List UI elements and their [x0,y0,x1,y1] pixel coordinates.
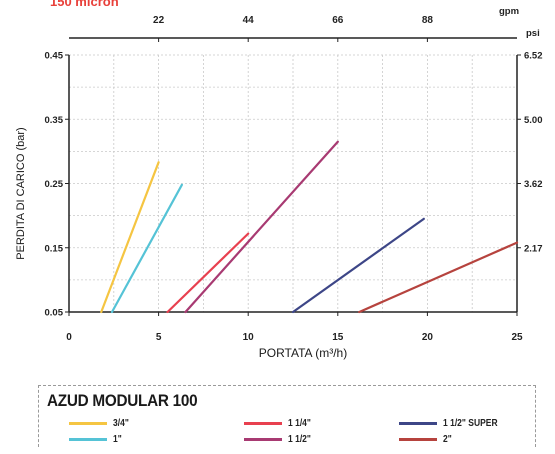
legend-swatch [69,421,107,425]
y-tick-label: 0.25 [45,179,64,190]
top-axis-unit: gpm [499,6,519,17]
x-tick-label: 25 [511,332,523,343]
legend-swatch [244,437,282,441]
y-axis-title: PERDITA DI CARICO (bar) [15,127,27,259]
legend-item-3-4: 3/4" [69,416,132,430]
top-tick-label: 88 [422,15,434,26]
y-tick-label: 0.35 [45,115,64,126]
legend-swatch [244,421,282,425]
legend-label: 1 1/4" [288,417,311,429]
x-tick-label: 10 [243,332,255,343]
top-tick-label: 66 [332,15,344,26]
right-tick-label: 6.52 [524,51,543,62]
x-tick-label: 15 [332,332,344,343]
legend-label: 3/4" [113,417,129,429]
series-line-5 [358,241,519,314]
legend-swatch [399,421,437,425]
series-line-2 [166,232,250,314]
legend-label: 1 1/2" [288,433,311,445]
x-tick-label: 0 [66,332,72,343]
legend-item-1-1-2-super: 1 1/2" SUPER [399,416,507,430]
series-line-4 [291,217,425,314]
y-tick-label: 0.15 [45,243,64,254]
series-line-0 [100,161,160,314]
series-line-3 [184,140,339,314]
right-axis-unit: psi [526,28,540,39]
series-line-1 [110,183,183,314]
top-tick-label: 44 [243,15,255,26]
y-tick-label: 0.05 [45,308,64,319]
right-tick-label: 5.00 [524,115,543,126]
y-tick-label: 0.45 [45,51,64,62]
x-tick-label: 20 [422,332,434,343]
legend-item-1-1-4: 1 1/4" [244,416,315,430]
legend-swatch [399,437,437,441]
right-tick-label: 3.62 [524,179,543,190]
legend-label: 1 1/2" SUPER [443,417,498,429]
legend-swatch [69,437,107,441]
header-fragment: 150 micron [50,0,119,9]
legend-label: 1" [113,433,122,445]
legend-item-2: 2" [399,432,453,446]
top-tick-label: 22 [153,15,165,26]
x-axis-title: PORTATA (m³/h) [259,346,347,360]
legend-title: AZUD MODULAR 100 [47,391,198,410]
legend: AZUD MODULAR 100 3/4" 1" 1 1/4" 1 1/2" 1… [38,385,536,447]
legend-label: 2" [443,433,452,445]
x-tick-label: 5 [156,332,162,343]
legend-item-1: 1" [69,432,123,446]
right-tick-label: 2.17 [524,243,543,254]
legend-item-1-1-2: 1 1/2" [244,432,315,446]
